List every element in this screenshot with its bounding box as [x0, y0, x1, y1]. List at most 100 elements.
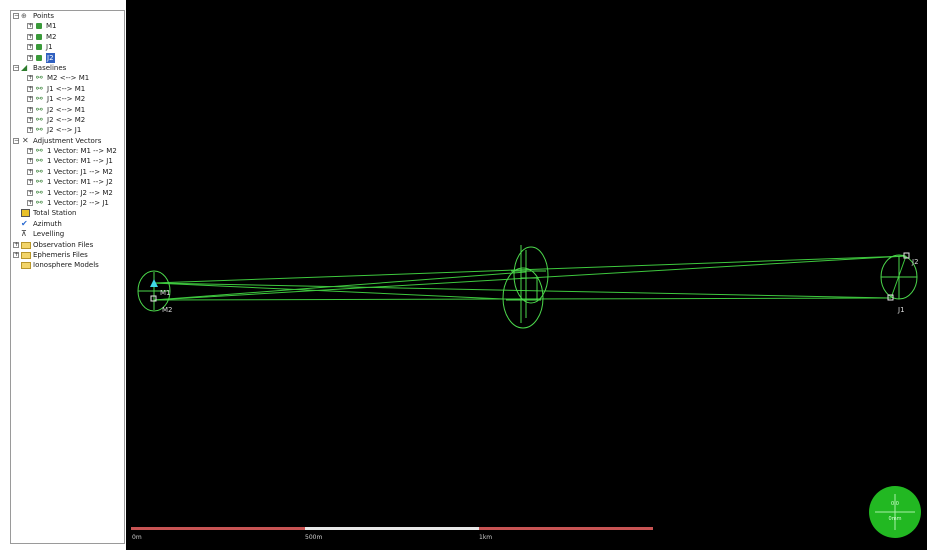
folder-icon: [21, 262, 31, 270]
expand-toggle[interactable]: +: [27, 105, 34, 113]
expand-toggle[interactable]: +: [27, 43, 34, 51]
scale-bar-segment: [479, 527, 653, 530]
vector-icon: ⚯: [36, 166, 43, 176]
expand-toggle[interactable]: +: [27, 157, 34, 165]
network-map-canvas[interactable]: M1 M2 J1 J2 0m 500m 1km 0.0 0mm: [126, 0, 927, 550]
tree-node-azimuth[interactable]: ✔ Azimuth: [11, 219, 124, 229]
expand-toggle[interactable]: +: [27, 178, 34, 186]
point-icon: [36, 44, 42, 51]
expand-toggle[interactable]: +: [27, 22, 34, 30]
point-label: M1: [46, 22, 57, 31]
baseline-icon: ⚯: [36, 73, 43, 83]
indicator-cross-icon: [875, 494, 915, 530]
tree-node-observation-files[interactable]: + Observation Files: [11, 240, 124, 250]
tree-node-adjustment-vectors[interactable]: − ✕ Adjustment Vectors: [11, 136, 124, 146]
expand-toggle[interactable]: +: [27, 126, 34, 134]
expand-toggle[interactable]: +: [13, 250, 20, 258]
tree-node-baseline[interactable]: + ⚯ J2 <--> J1: [11, 125, 124, 135]
expand-toggle[interactable]: +: [27, 147, 34, 155]
tree-node-point-m2[interactable]: + M2: [11, 32, 124, 42]
expand-toggle[interactable]: +: [27, 84, 34, 92]
vector-icon: ⚯: [36, 177, 43, 187]
tree-node-vector[interactable]: + ⚯ 1 Vector: M1 --> J1: [11, 156, 124, 166]
scale-bar: 0m 500m 1km: [131, 525, 656, 545]
baselines-icon: ◢: [21, 62, 28, 72]
azimuth-icon: ✔: [21, 218, 28, 228]
expand-toggle[interactable]: +: [13, 240, 20, 248]
vector-icon: ⚯: [36, 146, 43, 156]
tree-node-point-m1[interactable]: + M1: [11, 21, 124, 31]
indicator-top-label: 0.0: [891, 501, 899, 507]
tree-node-points[interactable]: − ⊕ Points: [11, 11, 124, 21]
baseline-label: J1 <--> M1: [47, 84, 86, 93]
expand-toggle[interactable]: +: [27, 32, 34, 40]
levelling-icon: ⊼: [21, 229, 27, 239]
point-icon: [36, 33, 42, 40]
error-ellipse-mid-1: [513, 246, 549, 304]
tree-node-baseline[interactable]: + ⚯ J2 <--> M2: [11, 115, 124, 125]
vector-label: 1 Vector: M1 --> M2: [47, 147, 117, 156]
expand-toggle[interactable]: +: [27, 53, 34, 61]
tree-node-vector[interactable]: + ⚯ 1 Vector: M1 --> J2: [11, 177, 124, 187]
vector-icon: ⚯: [36, 187, 43, 197]
tree-node-label: Levelling: [33, 230, 65, 239]
tree-node-ephemeris-files[interactable]: + Ephemeris Files: [11, 250, 124, 260]
scale-label: 0m: [132, 534, 142, 541]
expand-toggle[interactable]: +: [27, 74, 34, 82]
vector-line-m1-j1[interactable]: [153, 282, 892, 299]
vector-line-m2-mid[interactable]: [153, 271, 527, 301]
expand-toggle[interactable]: +: [27, 115, 34, 123]
expand-toggle[interactable]: +: [27, 199, 34, 207]
tree-node-baseline[interactable]: + ⚯ M2 <--> M1: [11, 73, 124, 83]
scale-bar-segment: [305, 527, 479, 530]
expand-toggle[interactable]: +: [27, 167, 34, 175]
vector-icon: ⚯: [36, 198, 43, 208]
tree-node-vector[interactable]: + ⚯ 1 Vector: J2 --> J1: [11, 198, 124, 208]
tree-node-label: Ephemeris Files: [33, 250, 88, 259]
collapse-toggle[interactable]: −: [13, 12, 20, 19]
tree-node-total-station[interactable]: Total Station: [11, 208, 124, 218]
vector-icon: ⚯: [36, 156, 43, 166]
point-marker-m2[interactable]: [150, 295, 157, 302]
point-label-m1: M1: [160, 289, 171, 297]
vector-label: 1 Vector: M1 --> J2: [47, 178, 113, 187]
tree-node-baseline[interactable]: + ⚯ J2 <--> M1: [11, 105, 124, 115]
point-marker-j2[interactable]: [903, 252, 910, 259]
baseline-label: J2 <--> M1: [47, 105, 86, 114]
point-label-j1: J1: [898, 306, 905, 314]
baseline-label: M2 <--> M1: [47, 74, 90, 83]
network-map-drawing: [137, 245, 918, 329]
tree-node-baselines[interactable]: − ◢ Baselines: [11, 63, 124, 73]
expand-toggle[interactable]: +: [27, 188, 34, 196]
tree-node-label: Ionosphere Models: [33, 261, 99, 270]
error-box-mid: [520, 277, 538, 301]
vector-label: 1 Vector: M1 --> J1: [47, 157, 113, 166]
baseline-icon: ⚯: [36, 94, 43, 104]
tree-node-point-j1[interactable]: + J1: [11, 42, 124, 52]
tree-node-baseline[interactable]: + ⚯ J1 <--> M2: [11, 94, 124, 104]
tree-node-point-j2[interactable]: + J2: [11, 52, 124, 63]
tree-node-label: Points: [33, 12, 55, 20]
baseline-icon: ⚯: [36, 114, 43, 124]
baseline-label: J1 <--> M2: [47, 95, 86, 104]
expand-toggle[interactable]: +: [27, 95, 34, 103]
tree-node-label: Adjustment Vectors: [33, 136, 102, 145]
collapse-toggle[interactable]: −: [13, 136, 20, 144]
folder-icon: [21, 241, 31, 249]
tree-node-vector[interactable]: + ⚯ 1 Vector: J2 --> M2: [11, 188, 124, 198]
tree-node-vector[interactable]: + ⚯ 1 Vector: J1 --> M2: [11, 167, 124, 177]
tree-node-baseline[interactable]: + ⚯ J1 <--> M1: [11, 84, 124, 94]
vector-line-m1-mid[interactable]: [153, 282, 527, 301]
point-icon: [36, 23, 42, 30]
point-marker-j1[interactable]: [887, 294, 894, 301]
tree-node-vector[interactable]: + ⚯ 1 Vector: M1 --> M2: [11, 146, 124, 156]
folder-icon: [21, 251, 31, 259]
baseline-icon: ⚯: [36, 104, 43, 114]
adjustment-vectors-icon: ✕: [22, 135, 29, 145]
tree-node-label: Total Station: [33, 209, 77, 218]
point-marker-m1[interactable]: [150, 279, 158, 287]
tree-node-ionosphere-models[interactable]: Ionosphere Models: [11, 260, 124, 270]
collapse-toggle[interactable]: −: [13, 63, 20, 71]
scale-bar-segment: [131, 527, 305, 530]
tree-node-levelling[interactable]: ⊼ Levelling: [11, 229, 124, 239]
